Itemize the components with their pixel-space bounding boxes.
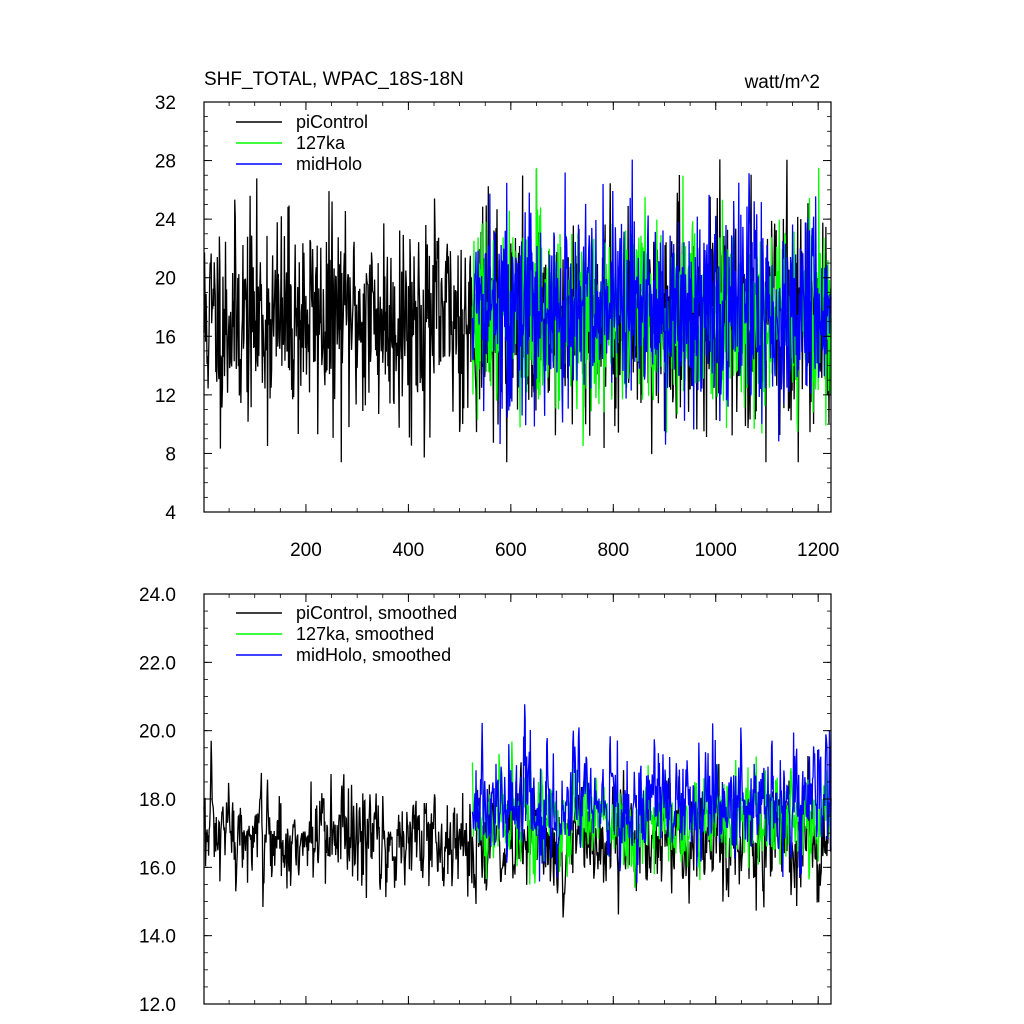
bottom-panel: 12.0 14.0 16.0 18.0 20.0 22.0 24.0 piControl, … (139, 585, 832, 1016)
series-line-midholo (471, 159, 832, 445)
bottom-series-group (203, 704, 832, 918)
y-tick-label: 20 (155, 269, 176, 290)
legend-label: piControl, smoothed (296, 603, 457, 623)
series-line-127ka-smoothed (471, 741, 832, 888)
y-tick-label: 20.0 (139, 722, 176, 743)
series-line-midholo-smoothed (471, 704, 832, 884)
top-panel: 4 8 12 16 20 24 28 32 200 400 600 800 1000 1200 piCon… (155, 69, 839, 561)
y-tick-label: 12 (155, 386, 176, 407)
top-series-group (203, 159, 832, 463)
chart-title: SHF_TOTAL, WPAC_18S-18N (204, 69, 464, 90)
y-tick-label: 4 (165, 503, 176, 524)
y-tick-label: 16 (155, 327, 176, 348)
x-tick-label: 400 (393, 540, 425, 561)
y-tick-label: 24.0 (139, 585, 176, 606)
legend-label: midHolo, smoothed (296, 645, 451, 665)
y-tick-label: 8 (165, 444, 176, 465)
y-tick-label: 12.0 (139, 995, 176, 1016)
x-tick-label: 600 (495, 540, 527, 561)
bottom-ticks: 12.0 14.0 16.0 18.0 20.0 22.0 24.0 (139, 585, 831, 1016)
y-tick-label: 32 (155, 93, 176, 114)
x-tick-label: 1000 (695, 540, 737, 561)
units-label: watt/m^2 (744, 72, 820, 93)
y-tick-label: 16.0 (139, 858, 176, 879)
legend-label: piControl (296, 112, 368, 132)
y-tick-label: 14.0 (139, 927, 176, 948)
y-tick-label: 22.0 (139, 653, 176, 674)
x-tick-label: 200 (290, 540, 322, 561)
y-tick-label: 18.0 (139, 790, 176, 811)
top-ticks: 4 8 12 16 20 24 28 32 200 400 600 800 1000 1200 (155, 93, 839, 561)
y-tick-label: 28 (155, 152, 176, 173)
legend-label: 127ka, smoothed (296, 624, 434, 644)
y-tick-label: 24 (155, 210, 177, 231)
x-tick-label: 800 (597, 540, 629, 561)
legend-label: midHolo (296, 154, 362, 174)
legend-label: 127ka (296, 133, 346, 153)
x-tick-label: 1200 (797, 540, 839, 561)
